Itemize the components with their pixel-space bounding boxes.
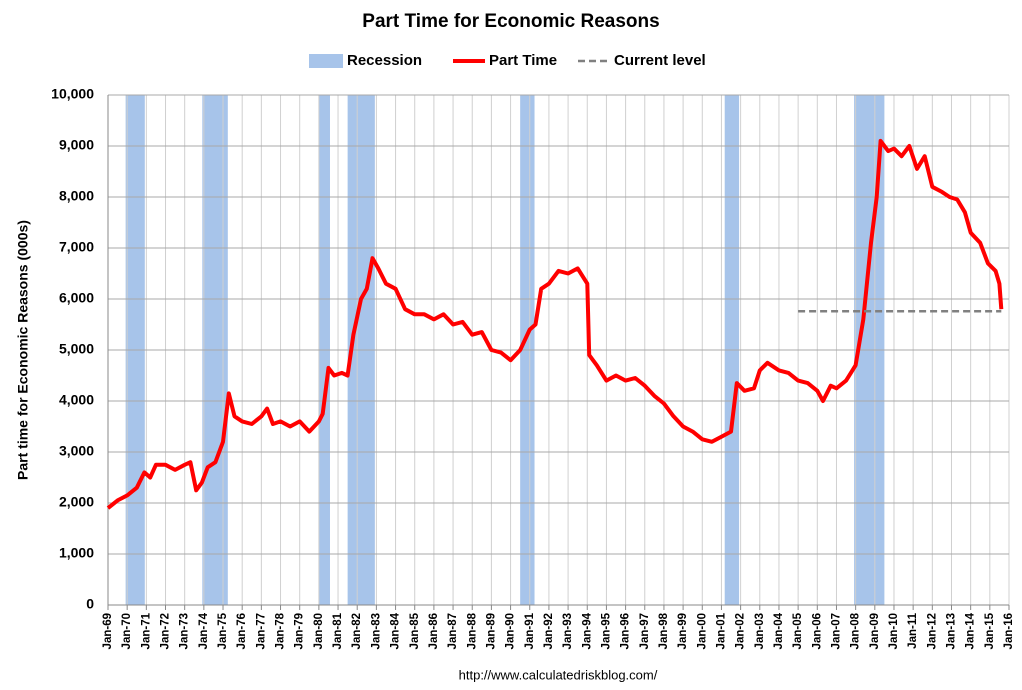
x-tick-label: Jan-10 xyxy=(888,613,900,649)
x-tick-label: Jan-06 xyxy=(811,613,823,649)
series-line xyxy=(106,138,1004,510)
x-tick-label: Jan-95 xyxy=(600,612,612,649)
y-tick-label: 6,000 xyxy=(59,290,94,306)
x-tick-label: Jan-73 xyxy=(179,613,191,649)
legend-label: Recession xyxy=(347,52,422,69)
x-tick-label: Jan-83 xyxy=(370,613,382,649)
x-tick-label: Jan-01 xyxy=(715,612,727,649)
x-tick-label: Jan-77 xyxy=(255,613,267,649)
x-tick-label: Jan-12 xyxy=(926,613,938,649)
x-tick-label: Jan-79 xyxy=(294,613,306,649)
x-tick-label: Jan-78 xyxy=(275,612,287,649)
x-tick-label: Jan-00 xyxy=(696,613,708,649)
x-tick-label: Jan-85 xyxy=(409,612,421,649)
y-tick-label: 0 xyxy=(86,596,94,612)
x-tick-label: Jan-16 xyxy=(1003,613,1015,649)
x-tick-label: Jan-82 xyxy=(351,613,363,649)
x-tick-label: Jan-70 xyxy=(121,613,133,649)
x-tick-label: Jan-94 xyxy=(581,612,593,649)
x-tick-label: Jan-80 xyxy=(313,613,325,649)
x-tick-label: Jan-02 xyxy=(735,613,747,649)
x-tick-label: Jan-90 xyxy=(505,613,517,649)
x-tick-label: Jan-84 xyxy=(390,612,402,649)
y-tick-label: 2,000 xyxy=(59,494,94,510)
x-tick-label: Jan-76 xyxy=(236,613,248,649)
x-tick-label: Jan-96 xyxy=(620,613,632,649)
x-tick-label: Jan-97 xyxy=(639,613,651,649)
chart-title: Part Time for Economic Reasons xyxy=(362,11,659,32)
x-tick-label: Jan-72 xyxy=(160,613,172,649)
y-tick-label: 4,000 xyxy=(59,392,94,408)
x-tick-label: Jan-81 xyxy=(332,612,344,649)
source: http://www.calculatedriskblog.com/ xyxy=(459,667,658,682)
x-tick-label: Jan-86 xyxy=(428,613,440,649)
x-tick-label: Jan-15 xyxy=(984,612,996,649)
x-tick-label: Jan-87 xyxy=(447,613,459,649)
x-tick-label: Jan-89 xyxy=(485,613,497,649)
x-tick-label: Jan-92 xyxy=(543,613,555,649)
y-tick-label: 10,000 xyxy=(51,86,94,102)
x-tick-label: Jan-09 xyxy=(869,613,881,649)
y-axis-label: Part time for Economic Reasons (000s) xyxy=(15,220,31,480)
x-tick-label: Jan-88 xyxy=(466,612,478,649)
y-tick-label: 3,000 xyxy=(59,443,94,459)
legend-label: Current level xyxy=(614,52,706,69)
y-tick-label: 1,000 xyxy=(59,545,94,561)
x-tick-label: Jan-04 xyxy=(773,612,785,649)
x-tick-label: Jan-69 xyxy=(102,613,114,649)
x-tick-label: Jan-11 xyxy=(907,612,919,648)
x-tick-label: Jan-07 xyxy=(830,613,842,649)
y-tick-label: 5,000 xyxy=(59,341,94,357)
x-tick-label: Jan-93 xyxy=(562,613,574,649)
y-tick-label: 8,000 xyxy=(59,188,94,204)
y-tick-label: 9,000 xyxy=(59,137,94,153)
x-tick-label: Jan-71 xyxy=(140,612,152,649)
x-tick-label: Jan-08 xyxy=(850,612,862,649)
x-tick-label: Jan-03 xyxy=(754,613,766,649)
x-tick-label: Jan-05 xyxy=(792,612,804,649)
x-tick-label: Jan-75 xyxy=(217,612,229,649)
y-tick-label: 7,000 xyxy=(59,239,94,255)
x-tick-label: Jan-98 xyxy=(658,612,670,649)
legend-swatch xyxy=(309,54,343,68)
x-tick-label: Jan-74 xyxy=(198,612,210,649)
x-tick-label: Jan-91 xyxy=(524,612,536,649)
x-tick-label: Jan-99 xyxy=(677,613,689,649)
x-tick-label: Jan-14 xyxy=(965,612,977,649)
legend-label: Part Time xyxy=(489,52,557,69)
x-tick-label: Jan-13 xyxy=(946,613,958,649)
